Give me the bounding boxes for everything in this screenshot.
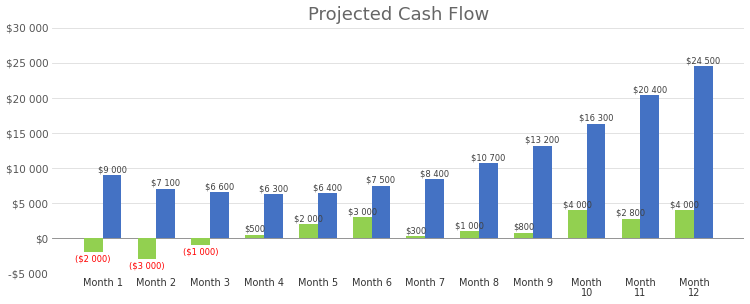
Text: $1 000: $1 000: [455, 221, 484, 230]
Bar: [694, 67, 713, 238]
Text: $3 000: $3 000: [347, 207, 376, 216]
Text: $2 800: $2 800: [616, 209, 646, 218]
Text: ($2 000): ($2 000): [76, 254, 111, 264]
Bar: [460, 231, 479, 238]
Text: $6 400: $6 400: [313, 183, 342, 192]
Bar: [425, 179, 444, 238]
Text: $4 000: $4 000: [670, 200, 699, 209]
Text: $7 500: $7 500: [366, 176, 395, 185]
Text: $13 200: $13 200: [525, 136, 560, 145]
Bar: [103, 175, 122, 238]
Text: $800: $800: [513, 223, 534, 232]
Text: $24 500: $24 500: [686, 57, 721, 65]
Bar: [622, 219, 640, 238]
Bar: [406, 236, 425, 238]
Bar: [245, 235, 264, 238]
Text: $300: $300: [405, 226, 427, 235]
Text: $6 300: $6 300: [259, 184, 288, 193]
Bar: [514, 233, 532, 238]
Bar: [137, 238, 157, 259]
Text: $500: $500: [244, 225, 265, 234]
Bar: [352, 217, 371, 238]
Text: ($3 000): ($3 000): [129, 261, 165, 271]
Bar: [532, 146, 552, 238]
Text: $10 700: $10 700: [471, 153, 506, 162]
Bar: [299, 224, 318, 238]
Text: $20 400: $20 400: [633, 85, 667, 94]
Bar: [568, 210, 586, 238]
Text: $2 000: $2 000: [294, 214, 322, 223]
Text: ($1 000): ($1 000): [183, 247, 218, 257]
Text: $4 000: $4 000: [562, 200, 592, 209]
Bar: [371, 186, 390, 238]
Bar: [84, 238, 103, 252]
Text: $6 600: $6 600: [205, 182, 234, 191]
Bar: [157, 188, 176, 238]
Text: $7 100: $7 100: [152, 178, 181, 188]
Bar: [675, 210, 694, 238]
Title: Projected Cash Flow: Projected Cash Flow: [308, 5, 489, 23]
Bar: [479, 163, 498, 238]
Bar: [640, 95, 659, 238]
Bar: [586, 124, 605, 238]
Bar: [191, 238, 210, 245]
Text: $9 000: $9 000: [98, 165, 127, 174]
Bar: [318, 193, 337, 238]
Bar: [210, 192, 229, 238]
Text: $8 400: $8 400: [420, 169, 449, 178]
Text: $16 300: $16 300: [579, 114, 614, 123]
Bar: [264, 194, 283, 238]
